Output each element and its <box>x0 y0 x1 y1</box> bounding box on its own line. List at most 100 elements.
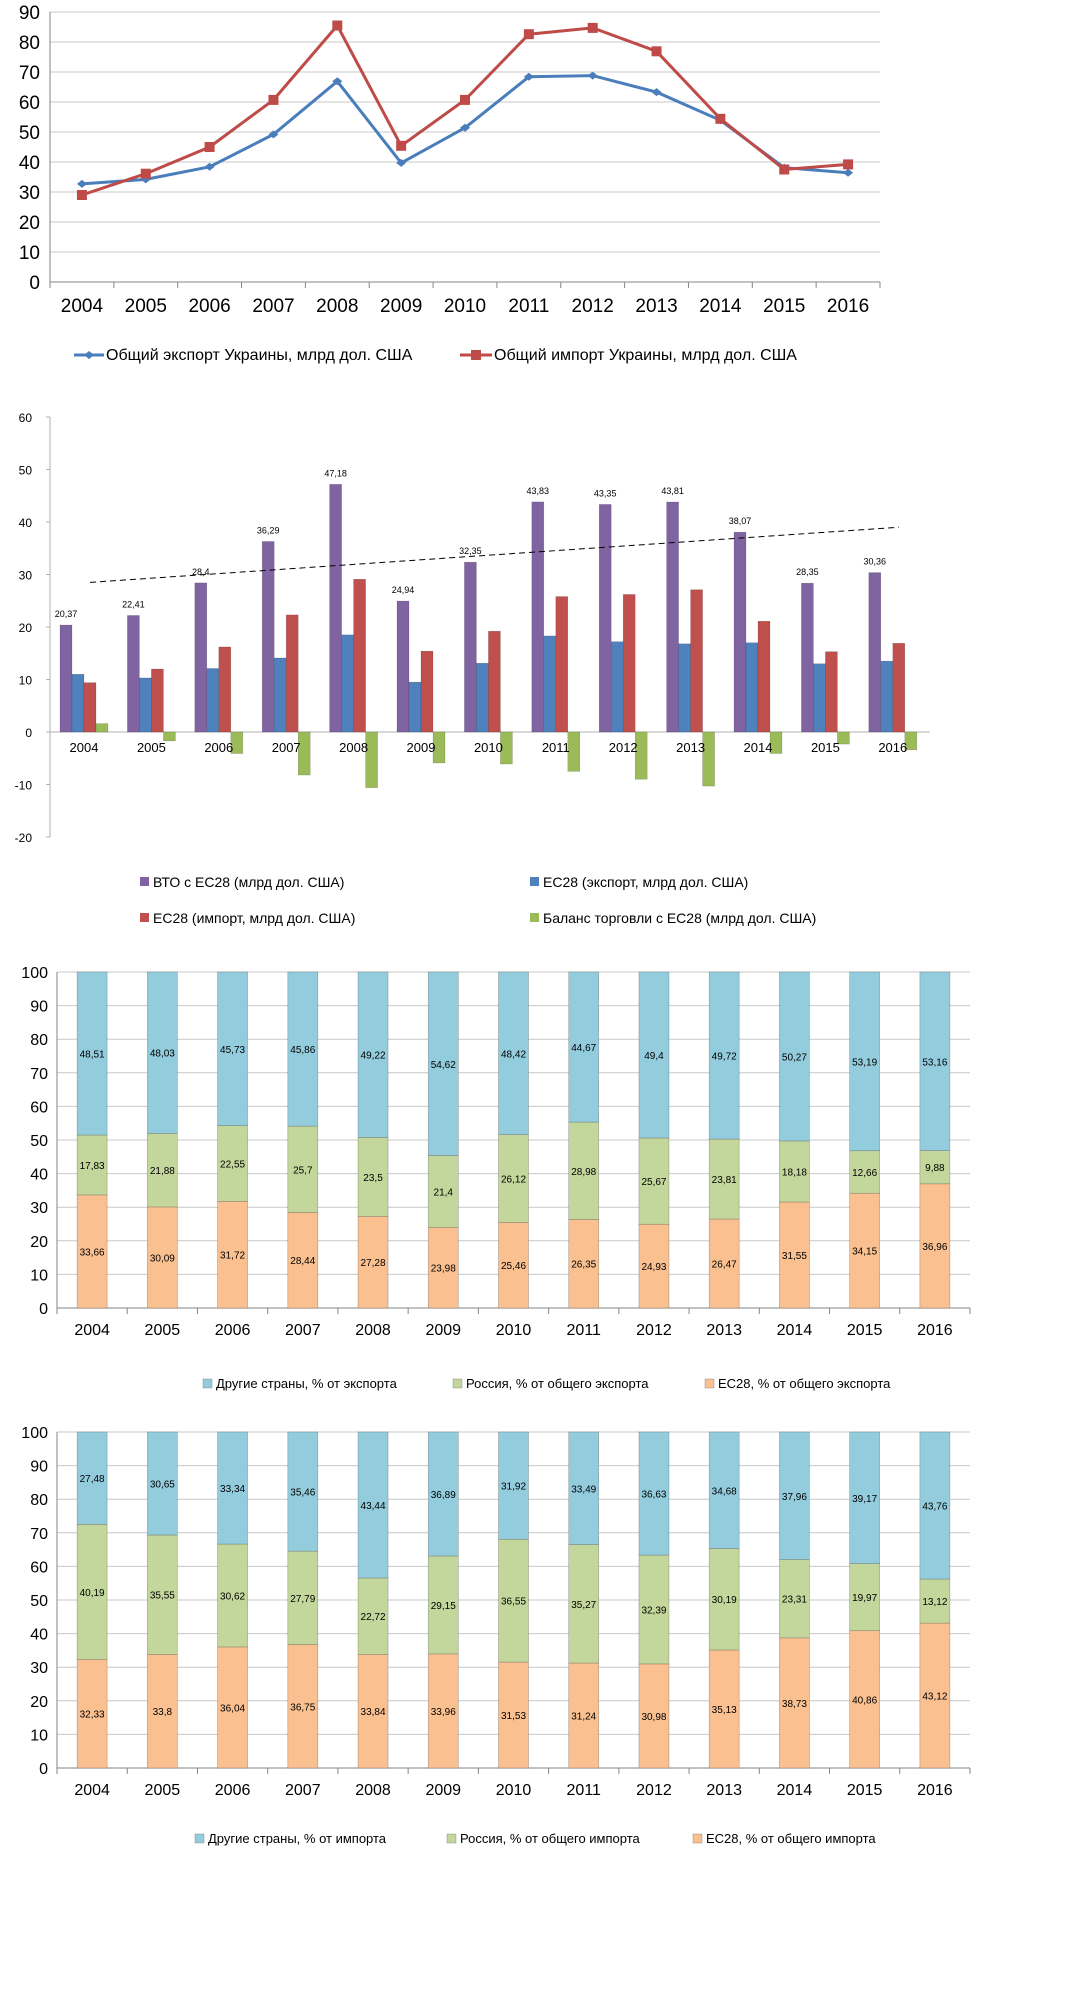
data-label: 38,73 <box>782 1699 807 1710</box>
trendline <box>89 526 899 583</box>
y-tick-label: 70 <box>19 63 40 84</box>
stack-segment-2 <box>217 1125 248 1202</box>
y-tick-label: 40 <box>30 1627 48 1644</box>
stack-segment-1 <box>708 1649 740 1769</box>
data-label: 28,98 <box>571 1167 596 1178</box>
data-label: 49,22 <box>361 1051 386 1062</box>
data-label: 54,62 <box>431 1060 456 1071</box>
data-label: 28,35 <box>796 567 819 577</box>
data-label: 24,93 <box>641 1262 666 1273</box>
import-point <box>460 94 470 105</box>
x-tick-label: 2008 <box>339 740 368 755</box>
x-tick-label: 2014 <box>777 1322 813 1339</box>
stack-segment-1 <box>779 1637 810 1769</box>
x-tick-label: 2008 <box>355 1782 391 1799</box>
data-label: 33,34 <box>220 1484 245 1495</box>
data-label: 34,68 <box>712 1486 737 1497</box>
x-tick-label: 2005 <box>145 1782 181 1799</box>
x-tick-label: 2013 <box>635 296 677 317</box>
data-label: 48,42 <box>501 1049 526 1060</box>
data-label: 49,72 <box>712 1052 737 1063</box>
data-label: 34,15 <box>852 1247 877 1258</box>
bar-series-4 <box>95 723 109 733</box>
data-label: 40,86 <box>852 1695 877 1706</box>
legend-swatch-1 <box>140 877 149 886</box>
bar-series-1 <box>598 504 612 733</box>
import-point <box>204 142 215 152</box>
data-label: 35,55 <box>150 1591 175 1602</box>
bar-series-1 <box>531 501 545 733</box>
bar-series-2 <box>610 641 624 733</box>
x-tick-label: 2004 <box>70 740 99 755</box>
stack-segment-3 <box>287 1431 319 1552</box>
data-label: 26,35 <box>571 1260 596 1271</box>
data-label: 33,8 <box>153 1707 173 1718</box>
x-tick-label: 2007 <box>285 1782 321 1799</box>
x-tick-label: 2005 <box>125 296 167 317</box>
bar-series-1 <box>396 600 410 733</box>
bar-series-3 <box>757 620 771 733</box>
legend-marker-import <box>471 350 481 360</box>
y-tick-label: 20 <box>19 213 40 234</box>
legend-label-3: Другие страны, % от импорта <box>208 1831 387 1846</box>
x-tick-label: 2007 <box>272 740 301 755</box>
legend-swatch-1 <box>704 1378 715 1389</box>
x-tick-label: 2004 <box>74 1782 110 1799</box>
export-point <box>268 130 279 139</box>
export-point <box>460 123 470 132</box>
bar-series-3 <box>825 651 838 733</box>
export-point <box>587 71 598 80</box>
data-label: 18,18 <box>782 1167 807 1178</box>
bar-series-2 <box>206 668 220 733</box>
data-label: 32,39 <box>641 1605 666 1616</box>
legend-label-2: Россия, % от общего экспорта <box>466 1376 649 1391</box>
legend-label-3: ЕС28 (импорт, млрд дол. США) <box>153 910 355 926</box>
bar-series-1 <box>194 582 208 733</box>
stack-segment-1 <box>217 1201 248 1309</box>
x-tick-label: 2004 <box>74 1322 110 1339</box>
legend-label-2: ЕС28 (экспорт, млрд дол. США) <box>543 874 748 890</box>
y-tick-label: 20 <box>19 621 33 635</box>
eu-trade-bar-chart: -20 -10 0 10 20 30 40 50 60 20,37 2004 22,41 2005 28,… <box>15 411 930 926</box>
x-tick-label: 2006 <box>215 1782 251 1799</box>
y-tick-label: 80 <box>30 1032 48 1049</box>
stack-segment-3 <box>427 1431 459 1557</box>
export-point <box>843 168 854 177</box>
y-tick-label: 90 <box>30 999 48 1016</box>
stack-segment-3 <box>638 1431 670 1556</box>
y-tick-label: -20 <box>15 831 33 845</box>
data-label: 21,4 <box>434 1187 454 1198</box>
y-tick-label: 50 <box>19 464 33 478</box>
x-tick-label: 2012 <box>636 1782 672 1799</box>
y-tick-label: 40 <box>19 516 33 530</box>
import-point <box>651 46 662 57</box>
data-label: 26,12 <box>501 1175 526 1186</box>
legend-label-1: ЕС28, % от общего импорта <box>706 1831 876 1846</box>
data-label: 32,33 <box>80 1710 105 1721</box>
data-label: 31,53 <box>501 1711 526 1722</box>
bar-series-4 <box>634 731 648 780</box>
stack-segment-2 <box>147 1133 178 1208</box>
bar-series-2 <box>678 643 691 733</box>
data-label: 36,55 <box>501 1597 526 1608</box>
y-tick-label: 90 <box>19 3 40 24</box>
data-label: 23,31 <box>782 1595 807 1606</box>
stack-segment-1 <box>638 1663 670 1769</box>
data-label: 40,19 <box>80 1588 105 1599</box>
stack-segment-2 <box>147 1534 178 1655</box>
legend-marker-export <box>84 351 94 359</box>
stack-segment-1 <box>498 1661 529 1769</box>
y-tick-label: 60 <box>30 1559 48 1576</box>
y-tick-label: 30 <box>19 183 40 204</box>
bar-series-3 <box>892 643 906 733</box>
bar-series-4 <box>230 731 244 754</box>
data-label: 25,46 <box>501 1261 526 1272</box>
y-tick-label: 60 <box>30 1099 48 1116</box>
data-label: 43,83 <box>527 486 550 496</box>
legend-swatch-2 <box>446 1833 457 1844</box>
data-label: 22,72 <box>361 1612 386 1623</box>
x-tick-label: 2011 <box>508 296 549 317</box>
x-tick-label: 2004 <box>61 296 104 317</box>
bar-series-1 <box>801 582 814 733</box>
y-tick-label: 50 <box>30 1593 48 1610</box>
